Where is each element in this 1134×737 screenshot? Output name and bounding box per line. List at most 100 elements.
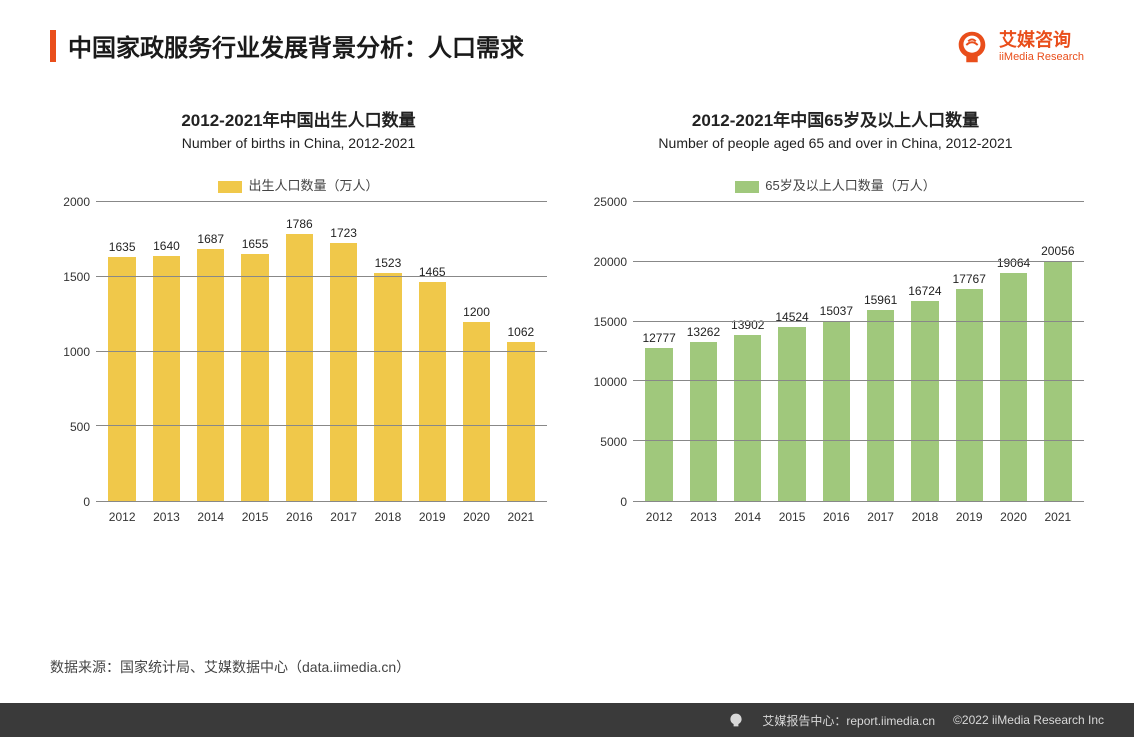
bar (690, 342, 717, 501)
chart2-bars: 12777 13262 13902 14524 15037 15961 16724 17767… (633, 202, 1084, 501)
footer-logo-icon (728, 712, 744, 728)
chart2-legend-label: 65岁及以上人口数量（万人） (765, 178, 935, 193)
x-tick: 2012 (100, 510, 144, 524)
chart1-title-en: Number of births in China, 2012-2021 (50, 135, 547, 151)
chart1-legend: 出生人口数量（万人） (50, 175, 547, 194)
y-tick: 10000 (594, 375, 627, 389)
page-title: 中国家政服务行业发展背景分析：人口需求 (68, 28, 524, 63)
bar-wrap: 1635 (100, 202, 144, 501)
bar (734, 335, 761, 501)
y-tick: 0 (620, 495, 627, 509)
bar-value: 1723 (330, 226, 357, 240)
x-tick: 2020 (991, 510, 1035, 524)
x-tick: 2017 (321, 510, 365, 524)
chart1-x-axis: 2012201320142015201620172018201920202021 (50, 502, 547, 524)
bar (1000, 273, 1027, 501)
bar (286, 234, 313, 501)
bar-value: 15961 (864, 293, 897, 307)
x-tick: 2013 (681, 510, 725, 524)
bar-wrap: 1200 (454, 202, 498, 501)
bar-wrap: 19064 (991, 202, 1035, 501)
y-tick: 25000 (594, 195, 627, 209)
chart1-title-cn: 2012-2021年中国出生人口数量 (50, 106, 547, 131)
x-tick: 2013 (144, 510, 188, 524)
chart2-legend-swatch (735, 181, 759, 193)
bar-wrap: 1723 (321, 202, 365, 501)
chart2-legend: 65岁及以上人口数量（万人） (587, 175, 1084, 194)
chart2-plot: 0500010000150002000025000 12777 13262 1390… (587, 202, 1084, 502)
chart1-bars: 1635164016871655178617231523146512001062 (96, 202, 547, 501)
chart1-y-axis: 0500100015002000 (50, 202, 96, 502)
bar-value: 12777 (642, 331, 675, 345)
bar-wrap: 13902 (726, 202, 770, 501)
grid-line (633, 321, 1084, 322)
grid-line (96, 201, 547, 202)
bar-value: 1062 (507, 325, 534, 339)
y-tick: 1500 (63, 270, 90, 284)
bar-wrap: 20056 (1036, 202, 1080, 501)
y-tick: 2000 (63, 195, 90, 209)
bar-wrap: 1640 (144, 202, 188, 501)
footer-report-label: 艾媒报告中心： (762, 714, 846, 728)
bar-value: 15037 (820, 304, 853, 318)
bar-value: 1786 (286, 217, 313, 231)
bar-value: 1200 (463, 305, 490, 319)
bar-wrap: 1786 (277, 202, 321, 501)
bar-value: 14524 (775, 310, 808, 324)
chart1-plot: 0500100015002000 16351640168716551786172… (50, 202, 547, 502)
chart1-plot-area: 1635164016871655178617231523146512001062 (96, 202, 547, 502)
x-tick: 2018 (366, 510, 410, 524)
chart2-y-axis: 0500010000150002000025000 (587, 202, 633, 502)
bar-wrap: 14524 (770, 202, 814, 501)
grid-line (633, 380, 1084, 381)
bar (645, 348, 672, 501)
bar-value: 17767 (953, 272, 986, 286)
footer-bar: 艾媒报告中心：report.iimedia.cn ©2022 iiMedia R… (0, 703, 1134, 737)
chart2-x-axis: 2012201320142015201620172018201920202021 (587, 502, 1084, 524)
bar-wrap: 12777 (637, 202, 681, 501)
y-tick: 20000 (594, 255, 627, 269)
chart1-legend-label: 出生人口数量（万人） (248, 178, 378, 193)
x-tick: 2020 (454, 510, 498, 524)
x-tick: 2017 (858, 510, 902, 524)
bar-wrap: 1465 (410, 202, 454, 501)
bar (153, 256, 180, 501)
accent-bar (50, 30, 56, 62)
bar-value: 1655 (242, 237, 269, 251)
logo-text-cn: 艾媒咨询 (999, 30, 1084, 51)
bar (330, 243, 357, 501)
x-tick: 2015 (233, 510, 277, 524)
x-tick: 2012 (637, 510, 681, 524)
bar-value: 1523 (375, 256, 402, 270)
bar-wrap: 15037 (814, 202, 858, 501)
bar-wrap: 1062 (499, 202, 543, 501)
bar (463, 322, 490, 501)
x-tick: 2016 (277, 510, 321, 524)
y-tick: 1000 (63, 345, 90, 359)
bar-wrap: 13262 (681, 202, 725, 501)
x-tick: 2021 (499, 510, 543, 524)
bar-value: 13262 (687, 325, 720, 339)
grid-line (96, 276, 547, 277)
bar-wrap: 1523 (366, 202, 410, 501)
bar-wrap: 1655 (233, 202, 277, 501)
elderly-chart: 2012-2021年中国65岁及以上人口数量 Number of people … (587, 106, 1084, 524)
data-source: 数据来源：国家统计局、艾媒数据中心（data.iimedia.cn） (50, 657, 410, 677)
x-tick: 2015 (770, 510, 814, 524)
bar (778, 327, 805, 501)
bar-wrap: 15961 (858, 202, 902, 501)
bar-wrap: 17767 (947, 202, 991, 501)
bar-wrap: 16724 (903, 202, 947, 501)
x-tick: 2019 (410, 510, 454, 524)
chart2-plot-area: 12777 13262 13902 14524 15037 15961 16724 17767… (633, 202, 1084, 502)
footer-copyright: ©2022 iiMedia Research Inc (953, 713, 1104, 727)
bar (823, 321, 850, 501)
bar (108, 257, 135, 501)
bar-value: 19064 (997, 256, 1030, 270)
grid-line (96, 351, 547, 352)
x-tick: 2014 (189, 510, 233, 524)
bar (374, 273, 401, 501)
bar-value: 1465 (419, 265, 446, 279)
grid-line (96, 425, 547, 426)
header: 中国家政服务行业发展背景分析：人口需求 艾媒咨询 iiMedia Researc… (0, 0, 1134, 66)
